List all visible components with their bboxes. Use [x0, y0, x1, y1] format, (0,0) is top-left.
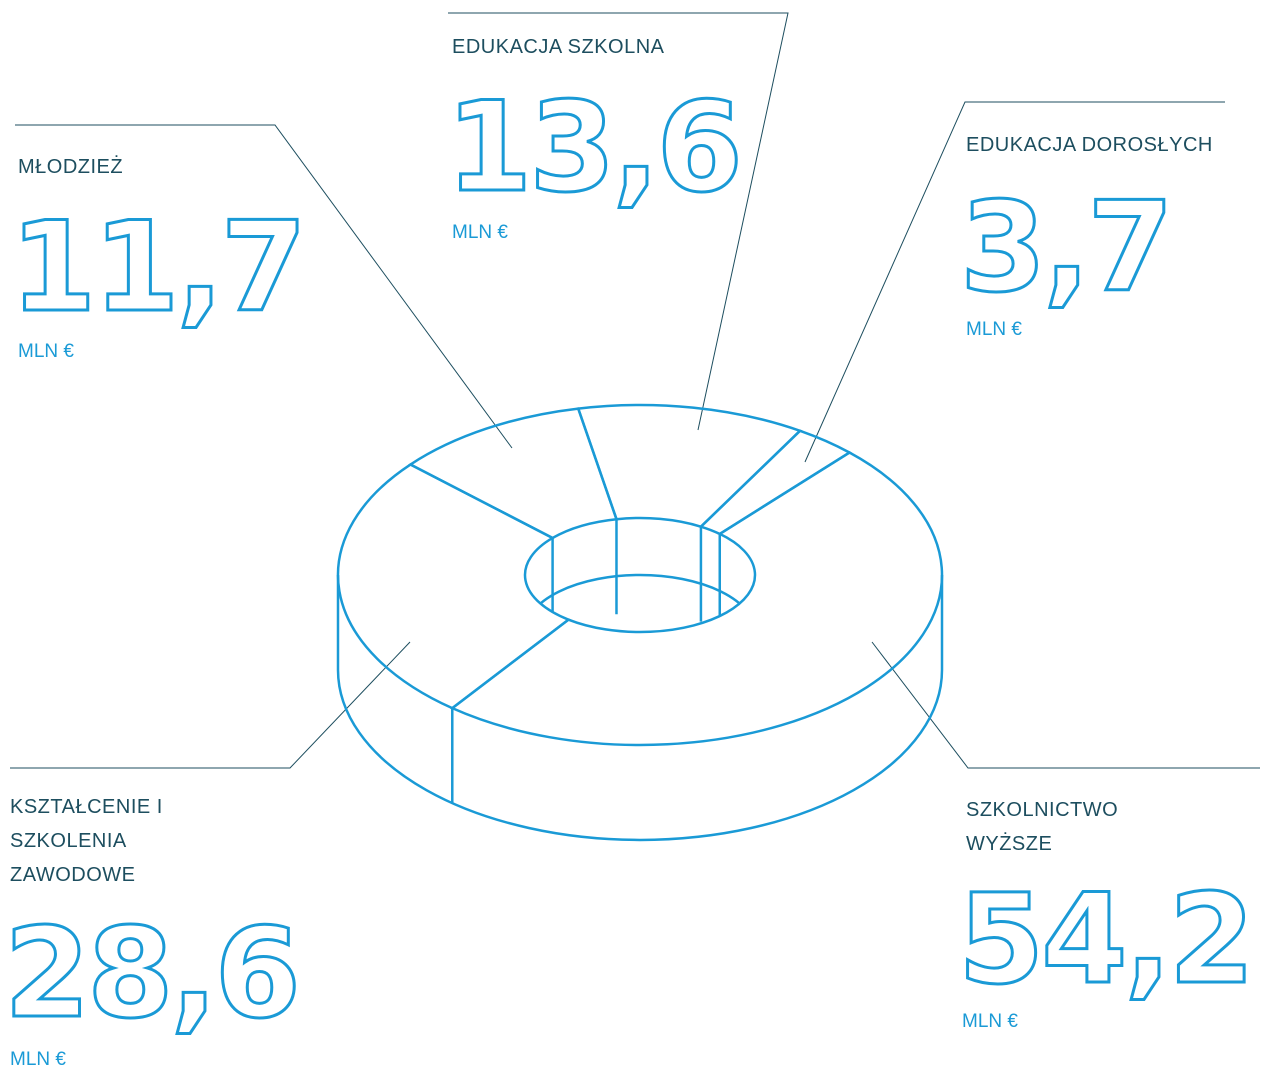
unit-label: MLN € — [966, 319, 1022, 340]
leader-line — [448, 12, 789, 431]
category-label: EDUKACJA SZKOLNA — [452, 36, 665, 58]
hole-wall — [525, 519, 755, 632]
value-label: 54,2 — [957, 868, 1257, 1012]
unit-label: MLN € — [452, 222, 508, 243]
category-label: EDUKACJA DOROSŁYCH — [966, 134, 1213, 156]
unit-label: MLN € — [10, 1049, 66, 1070]
value-label: 13,6 — [445, 76, 745, 220]
outer-wall — [336, 575, 944, 842]
leader-line — [15, 124, 513, 449]
value-label: 28,6 — [3, 902, 303, 1046]
donut — [336, 403, 944, 842]
segment — [336, 463, 572, 710]
leader-line — [804, 101, 1225, 463]
leader-lines — [10, 12, 1260, 769]
value-label: 11,7 — [9, 196, 309, 340]
unit-label: MLN € — [18, 341, 74, 362]
segment — [576, 403, 803, 529]
category-label: SZKOLNICTWO WYŻSZE — [966, 799, 1119, 855]
leader-line — [871, 641, 1260, 769]
category-label: MŁODZIEŻ — [18, 156, 124, 178]
segment — [407, 407, 619, 540]
segment — [698, 429, 852, 536]
unit-label: MLN € — [962, 1011, 1018, 1032]
hole-bottom — [525, 573, 755, 632]
segment — [449, 451, 944, 747]
category-label: KSZTAŁCENIE I SZKOLENIA ZAWODOWE — [10, 796, 163, 886]
leader-line — [10, 641, 411, 769]
value-label: 3,7 — [959, 176, 1176, 320]
